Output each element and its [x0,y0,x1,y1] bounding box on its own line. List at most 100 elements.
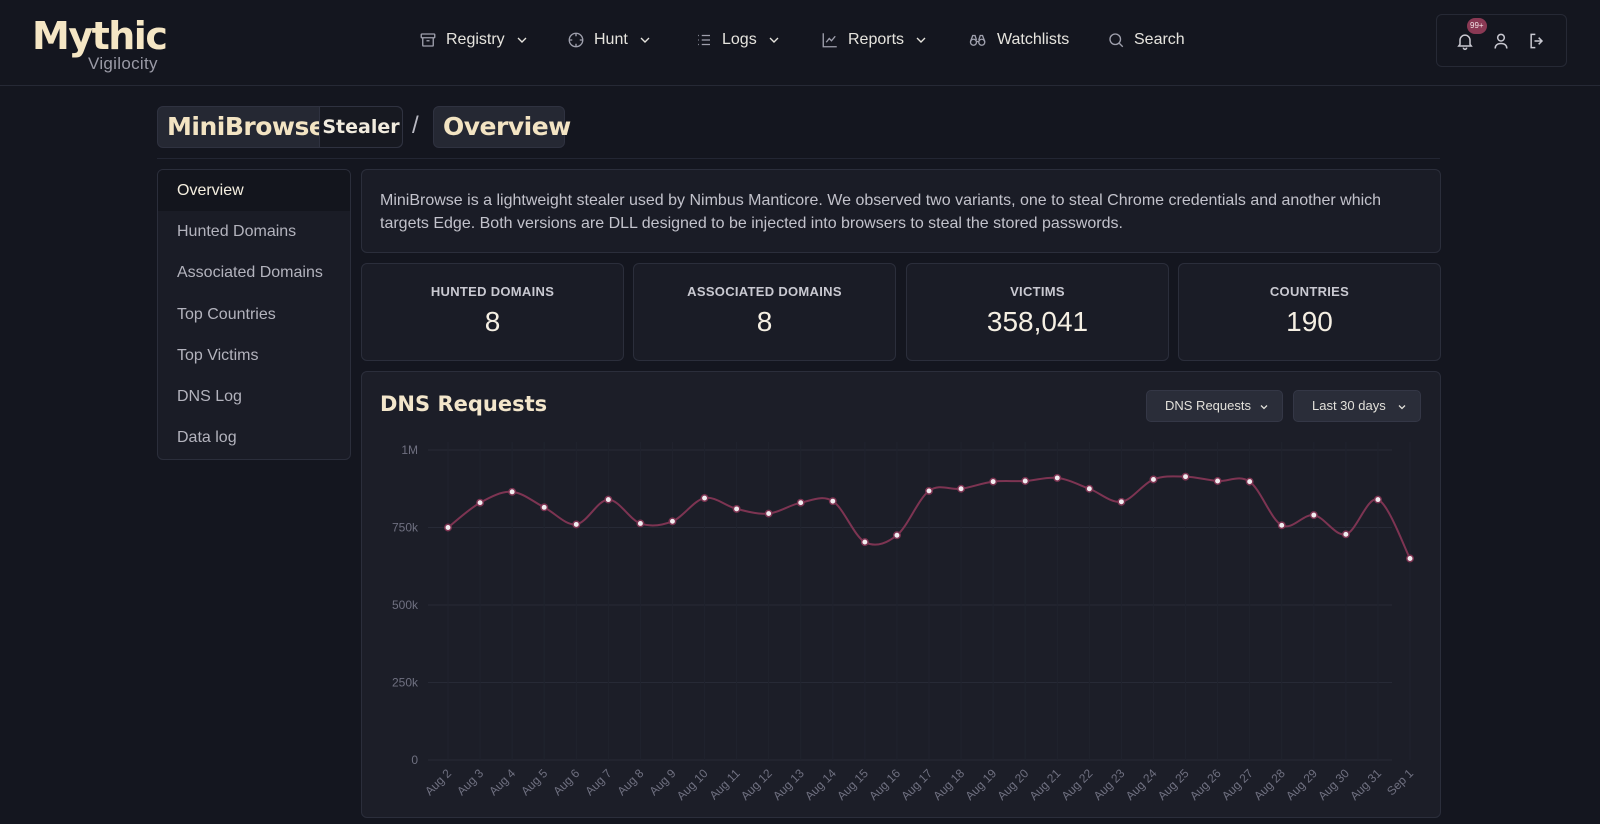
stat-card-associated-domains: ASSOCIATED DOMAINS 8 [633,263,896,361]
data-point [572,520,581,529]
y-tick-label: 750k [392,521,419,535]
nav-search[interactable]: Search [1107,28,1185,52]
data-point [700,494,709,503]
metric-select-value: DNS Requests [1165,398,1251,413]
nav-hunt-label: Hunt [594,31,628,48]
data-point [892,531,901,540]
crosshair-icon [568,32,584,48]
stat-value: 8 [756,306,773,337]
section-nav-associated-domains[interactable]: Associated Domains [177,264,323,281]
stat-label: VICTIMS [1010,284,1065,299]
page-title: Overview [443,112,571,141]
nav-reports-label: Reports [848,31,905,48]
stat-value: 8 [484,306,501,337]
line-chart-icon [822,33,837,48]
x-axis-ticks: Aug 2 Aug 3 Aug 4 Aug 5 Aug 6 Aug 7 Aug 8 Aug 9… [422,766,1416,803]
data-point [1053,473,1062,482]
stat-card-countries: COUNTRIES 190 [1178,263,1441,361]
stat-card-hunted-domains: HUNTED DOMAINS 8 [361,263,624,361]
x-tick-label: Aug 11 [707,766,743,802]
stat-value: 190 [1286,306,1333,337]
data-point [764,509,773,518]
section-nav-overview[interactable]: Overview [158,170,350,211]
y-tick-label: 500k [392,598,419,612]
x-tick-label: Aug 17 [898,766,935,803]
top-bar: Mythic Vigilocity Registry Hunt Logs Rep… [0,0,1600,86]
y-tick-label: 0 [411,753,418,767]
chevron-down-icon [769,37,779,43]
x-tick-label: Aug 22 [1059,766,1096,803]
data-point [1373,495,1382,504]
x-tick-label: Aug 6 [550,766,582,798]
x-tick-label: Aug 10 [674,766,711,803]
data-point [796,498,805,507]
x-tick-label: Aug 25 [1155,766,1192,803]
binoculars-icon [969,34,986,46]
data-point [636,519,645,528]
archive-icon [420,33,436,47]
data-point [957,484,966,493]
logo[interactable]: Mythic Vigilocity [32,14,172,74]
y-axis-ticks: 0 250k 500k 750k 1M [392,443,419,767]
data-point [1149,475,1158,484]
data-point [732,504,741,513]
breadcrumb-page-box [433,106,565,148]
section-nav-dns-log[interactable]: DNS Log [177,388,242,405]
chevron-down-icon [1260,405,1268,410]
x-tick-label: Aug 26 [1187,766,1224,803]
nav-watchlists[interactable]: Watchlists [968,28,1069,52]
nav-logs[interactable]: Logs [695,28,782,52]
x-tick-label: Aug 7 [582,766,614,798]
section-nav-hunted-domains[interactable]: Hunted Domains [177,223,297,240]
x-tick-label: Aug 13 [770,766,807,803]
x-tick-label: Aug 3 [454,766,486,798]
x-tick-label: Aug 14 [802,766,839,803]
x-tick-label: Aug 24 [1123,766,1160,803]
data-point [1309,511,1318,520]
nav-reports[interactable]: Reports [821,28,929,52]
x-tick-label: Aug 19 [962,766,999,803]
stat-card-victims: VICTIMS 358,041 [906,263,1169,361]
nav-watchlists-label: Watchlists [997,31,1070,48]
x-tick-label: Aug 15 [834,766,871,803]
data-point [1341,530,1350,539]
data-point [668,517,677,526]
data-point [1117,497,1126,506]
section-nav-top-countries[interactable]: Top Countries [177,306,276,323]
x-tick-label: Aug 5 [518,766,550,798]
notification-badge: 99+ [1467,18,1487,34]
nav-hunt[interactable]: Hunt [567,28,653,52]
data-point [1213,477,1222,485]
nav-registry-label: Registry [446,31,505,48]
breadcrumb-separator: / [412,112,419,139]
notifications-button[interactable] [1455,31,1475,51]
grid-layer [428,442,1411,761]
stat-label: HUNTED DOMAINS [430,284,555,299]
x-tick-label: Sep 1 [1384,766,1416,798]
y-tick-label: 1M [401,443,418,457]
breadcrumb-name: MiniBrowse [167,112,326,141]
x-tick-label: Aug 2 [422,766,454,798]
data-point [1181,472,1190,481]
section-nav-top-victims[interactable]: Top Victims [177,347,259,364]
data-point [604,495,613,504]
user-icon [1494,33,1508,49]
metric-select[interactable]: DNS Requests [1146,390,1283,422]
logout-button[interactable] [1527,31,1547,51]
x-tick-label: Aug 16 [866,766,903,803]
data-point [1245,477,1254,486]
list-icon [698,34,710,46]
x-tick-label: Aug 28 [1251,766,1288,803]
logo-sub-text: Vigilocity [88,54,158,73]
main-nav: Registry Hunt Logs Reports Watchlists Se… [0,0,1600,86]
chevron-down-icon [916,37,926,43]
chevron-down-icon [640,37,650,43]
bell-icon [1457,34,1473,51]
data-point [989,477,998,486]
nav-registry[interactable]: Registry [419,28,530,52]
profile-button[interactable] [1491,31,1511,51]
section-nav-data-log[interactable]: Data log [177,429,237,446]
range-select[interactable]: Last 30 days [1293,390,1421,422]
x-tick-label: Aug 12 [738,766,775,803]
data-point [1277,521,1286,530]
